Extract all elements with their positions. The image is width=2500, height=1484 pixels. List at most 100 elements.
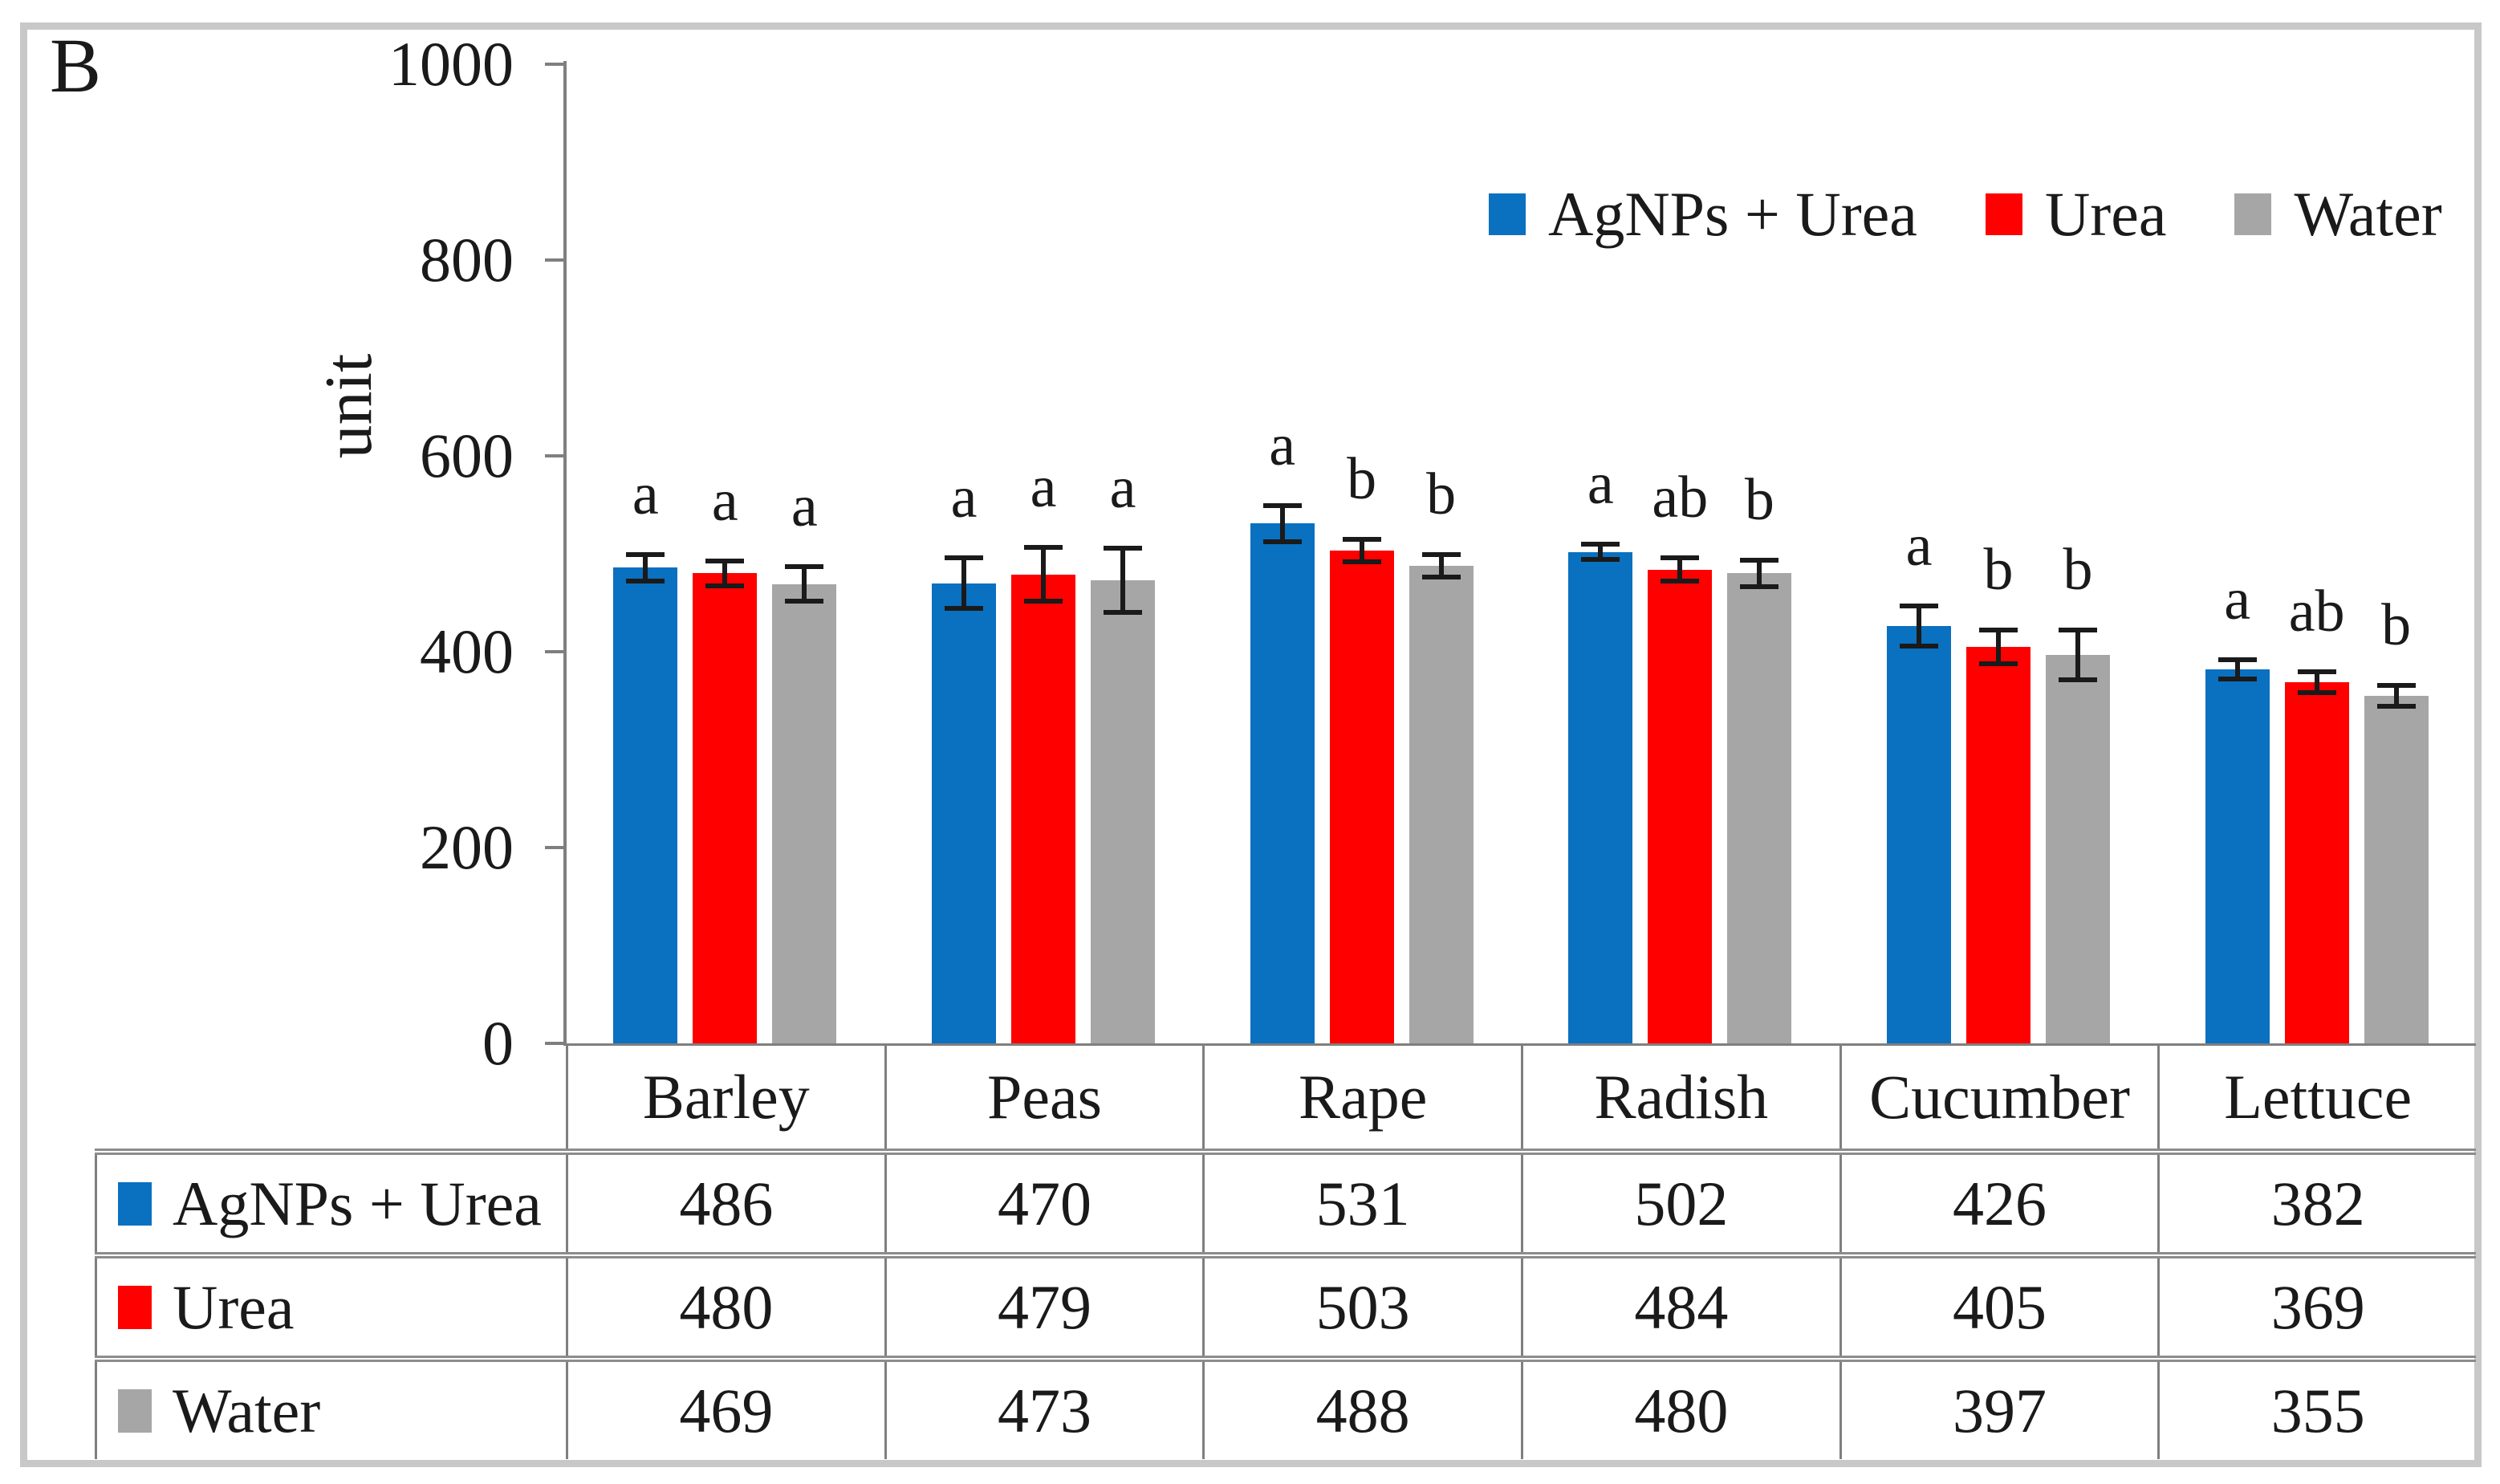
significance-letter: b	[2063, 536, 2093, 603]
series-swatch-icon	[118, 1388, 152, 1433]
error-bar-stem	[2314, 669, 2319, 695]
error-bar-cap-bottom	[945, 605, 983, 611]
table-value-cell: 486	[566, 1155, 884, 1252]
table-row-label: AgNPs + Urea	[95, 1155, 566, 1252]
data-table: Barley Peas Rape Radish Cucumber Lettuce AgNPs…	[95, 1043, 2477, 1459]
significance-letter: a	[1587, 451, 1614, 518]
error-bar-stem	[1757, 557, 1762, 589]
error-bar-cap-bottom	[1979, 661, 2018, 667]
error-bar-cap-bottom	[1024, 599, 1063, 604]
y-tick-mark	[545, 454, 564, 457]
bar-cucumber-series3	[2046, 654, 2110, 1043]
legend-swatch-icon	[2234, 193, 2272, 235]
legend-swatch-icon	[1985, 193, 2022, 235]
significance-letter: ab	[2288, 578, 2345, 644]
error-bar-cap-bottom	[1342, 559, 1381, 565]
y-tick-mark	[545, 846, 564, 849]
error-bar-cap-bottom	[1262, 539, 1302, 544]
table-header-cell: Peas	[884, 1043, 1203, 1149]
error-bar	[1104, 546, 1142, 615]
error-bar	[626, 551, 665, 583]
y-tick-label: 0	[482, 1008, 514, 1078]
series-swatch-icon	[118, 1285, 152, 1329]
error-bar-cap-bottom	[705, 583, 745, 588]
bar-peas-series1	[932, 583, 996, 1043]
table-header-cell: Barley	[566, 1043, 884, 1149]
table-value-cell: 470	[884, 1155, 1203, 1252]
table-row-label: Urea	[95, 1258, 566, 1356]
legend-item-2: Urea	[1985, 183, 2166, 246]
error-bar	[705, 559, 745, 588]
bar-lettuce-series1	[2205, 669, 2270, 1043]
significance-letter: b	[1426, 461, 1457, 527]
error-bar-cap-top	[1900, 604, 1938, 609]
y-tick-mark	[545, 258, 564, 262]
error-bar	[1979, 627, 2018, 667]
error-bar-cap-top	[1024, 545, 1063, 551]
significance-letter: b	[1347, 446, 1377, 513]
bar-barley-series1	[613, 567, 678, 1043]
bar-barley-series2	[693, 573, 758, 1043]
table-row-3: Water 469 473 488 480 397 355	[95, 1356, 2476, 1459]
error-bar	[1262, 502, 1302, 544]
significance-letter: a	[791, 474, 818, 540]
error-bar-stem	[1041, 545, 1046, 604]
y-tick-label: 800	[420, 225, 514, 295]
y-tick-mark	[545, 63, 564, 66]
error-bar	[1661, 555, 1700, 583]
table-value-cell: 480	[566, 1258, 884, 1356]
legend-label: Water	[2294, 179, 2442, 249]
table-row-2: Urea 480 479 503 484 405 369	[95, 1252, 2476, 1356]
error-bar-cap-top	[1661, 555, 1700, 561]
table-value-cell: 503	[1202, 1258, 1521, 1356]
table-header-cell: Cucumber	[1839, 1043, 2158, 1149]
error-bar-cap-bottom	[2217, 676, 2257, 681]
bar-cucumber-series2	[1966, 646, 2030, 1043]
y-tick-mark	[545, 1042, 564, 1045]
table-header-cell: Lettuce	[2157, 1043, 2477, 1149]
y-tick-label: 400	[420, 616, 514, 686]
error-bar-stem	[1359, 537, 1364, 565]
table-value-cell: 531	[1202, 1155, 1521, 1252]
error-bar	[2059, 627, 2097, 682]
significance-letter: a	[1030, 454, 1057, 521]
error-bar	[2297, 669, 2336, 695]
error-bar-cap-top	[2376, 683, 2416, 689]
error-bar	[2376, 683, 2416, 709]
error-bar-stem	[1917, 604, 1921, 649]
error-bar	[1900, 604, 1938, 649]
error-bar-cap-bottom	[2297, 689, 2336, 695]
bar-radish-series2	[1648, 569, 1713, 1043]
significance-letter: b	[1744, 466, 1774, 533]
error-bar-stem	[1598, 542, 1604, 562]
table-value-cell: 473	[884, 1362, 1203, 1459]
bar-radish-series1	[1568, 551, 1633, 1043]
y-tick-mark	[545, 650, 564, 653]
bar-barley-series3	[772, 583, 837, 1043]
significance-letter: ab	[1652, 465, 1709, 531]
error-bar-stem	[1996, 627, 2001, 667]
y-tick-label: 1000	[388, 29, 514, 99]
bar-rape-series1	[1250, 523, 1315, 1043]
legend-label: AgNPs + Urea	[1548, 179, 1917, 249]
series-name: Urea	[173, 1271, 295, 1342]
error-bar	[1581, 542, 1620, 562]
error-bar-cap-bottom	[1104, 609, 1142, 615]
error-bar-cap-top	[945, 555, 983, 561]
bar-radish-series3	[1727, 573, 1792, 1043]
chart-legend: AgNPs + Urea Urea Water	[1489, 179, 2442, 250]
significance-letter: a	[1269, 412, 1296, 478]
error-bar-stem	[1677, 555, 1683, 583]
error-bar-cap-top	[2059, 627, 2097, 632]
significance-letter: a	[2224, 567, 2251, 633]
plot-area: AgNPs + Urea Urea Water a a a a a a a b b a ab b a b b a a…	[566, 64, 2476, 1043]
bar-cucumber-series1	[1887, 626, 1951, 1043]
error-bar-cap-top	[1979, 627, 2018, 632]
table-value-cell: 397	[1839, 1362, 2158, 1459]
bar-rape-series2	[1329, 551, 1394, 1043]
error-bar-cap-top	[626, 551, 665, 557]
error-bar-stem	[2075, 627, 2080, 682]
table-header-spacer	[95, 1043, 566, 1149]
y-axis-line	[563, 61, 567, 1046]
y-tick-label: 200	[420, 812, 514, 882]
